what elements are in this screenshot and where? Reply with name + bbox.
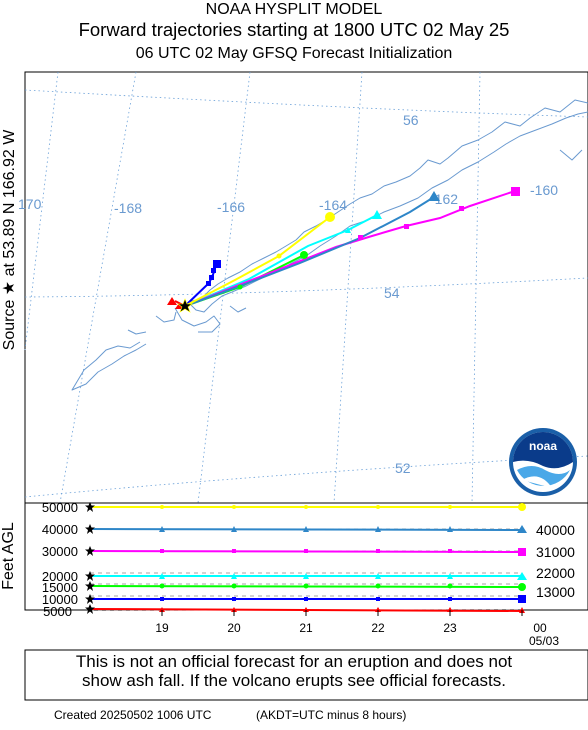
trajectory-50000ft-marker <box>325 212 335 222</box>
trajectory-30000ft-marker <box>358 235 363 240</box>
x-axis-ticks <box>161 610 523 616</box>
height-start-stars <box>85 502 95 614</box>
y-tick-label: 40000 <box>42 522 78 537</box>
source-star-icon <box>177 298 193 313</box>
x-tick-label: 21 <box>299 621 313 635</box>
lat-label: 52 <box>395 460 411 476</box>
trajectory-30000ft-path <box>184 190 516 307</box>
disclaimer-text: This is not an official forecast for an … <box>0 652 588 690</box>
trajectory-start-subtitle: Forward trajectories starting at 1800 UT… <box>78 19 510 40</box>
lat-label: 56 <box>403 112 419 128</box>
trajectory-5000ft-marker <box>167 297 177 305</box>
end-height-label: 22000 <box>536 565 575 581</box>
trajectory-10000ft-marker <box>206 281 211 286</box>
trajectory-20000ft-marker <box>345 227 351 233</box>
disclaimer-line: This is not an official forecast for an … <box>75 652 513 671</box>
model-title: NOAA HYSPLIT MODEL <box>205 1 383 18</box>
y-tick-label: 20000 <box>42 569 78 584</box>
trajectory-40000ft-marker <box>428 191 440 201</box>
y-tick-label: 15000 <box>42 580 78 595</box>
trajectory-paths <box>174 190 516 307</box>
trajectory-50000ft-marker <box>276 253 282 259</box>
map-frame <box>24 71 588 504</box>
trajectory-15000ft-marker <box>300 251 308 259</box>
coastline <box>71 99 588 391</box>
trajectory-5000ft-marker <box>175 303 183 309</box>
x-tick-label: 22 <box>371 621 385 635</box>
lon-label: -162 <box>430 191 458 207</box>
created-timestamp: Created 20250502 1006 UTC <box>54 708 212 722</box>
lon-label: -160 <box>530 182 558 198</box>
trajectory-40000ft-path <box>184 196 435 307</box>
noaa-logo: noaa <box>509 428 577 496</box>
height-series-markers <box>159 503 527 613</box>
x-tick-label: 23 <box>443 621 457 635</box>
akdt-note: (AKDT=UTC minus 8 hours) <box>256 708 407 722</box>
end-height-label: 13000 <box>536 584 575 600</box>
x-tick-label: 19 <box>155 621 169 635</box>
trajectory-50000ft-path <box>184 216 331 307</box>
noaa-logo-text: noaa <box>529 439 557 453</box>
map-graticule <box>24 71 588 504</box>
forecast-init-subtitle: 06 UTC 02 May GFSQ Forecast Initializati… <box>135 45 453 62</box>
trajectory-20000ft-marker <box>372 210 382 219</box>
height-panel-frame <box>24 502 588 611</box>
lon-label: 170 <box>18 196 42 212</box>
trajectory-30000ft-marker <box>459 206 464 211</box>
lat-label: 54 <box>384 285 400 301</box>
y-tick-label: 50000 <box>42 500 78 515</box>
end-height-label: 31000 <box>536 544 575 560</box>
trajectory-markers <box>167 187 520 313</box>
trajectory-10000ft-marker <box>211 268 216 273</box>
trajectory-15000ft-marker <box>237 284 243 290</box>
lon-label: -166 <box>217 199 245 215</box>
height-series <box>89 506 523 612</box>
trajectory-20000ft-path <box>184 214 378 307</box>
trajectory-10000ft-marker <box>209 275 214 280</box>
height-panel-gridlines <box>90 506 522 611</box>
x-tick-label: 00 <box>533 621 547 635</box>
lon-label: -164 <box>319 197 347 213</box>
trajectory-30000ft-marker <box>404 224 409 229</box>
disclaimer-line: show ash fall. If the volcano erupts see… <box>82 671 506 690</box>
trajectory-30000ft-marker <box>511 187 520 196</box>
y-tick-label: 10000 <box>42 592 78 607</box>
x-date-label: 05/03 <box>529 634 559 648</box>
y-tick-label: 30000 <box>42 544 78 559</box>
y-tick-label: 5000 <box>43 604 72 619</box>
x-tick-label: 20 <box>227 621 241 635</box>
disclaimer-box <box>24 649 588 701</box>
end-height-label: 40000 <box>536 522 575 538</box>
trajectory-10000ft-marker <box>213 260 221 268</box>
lon-label: -168 <box>114 200 142 216</box>
